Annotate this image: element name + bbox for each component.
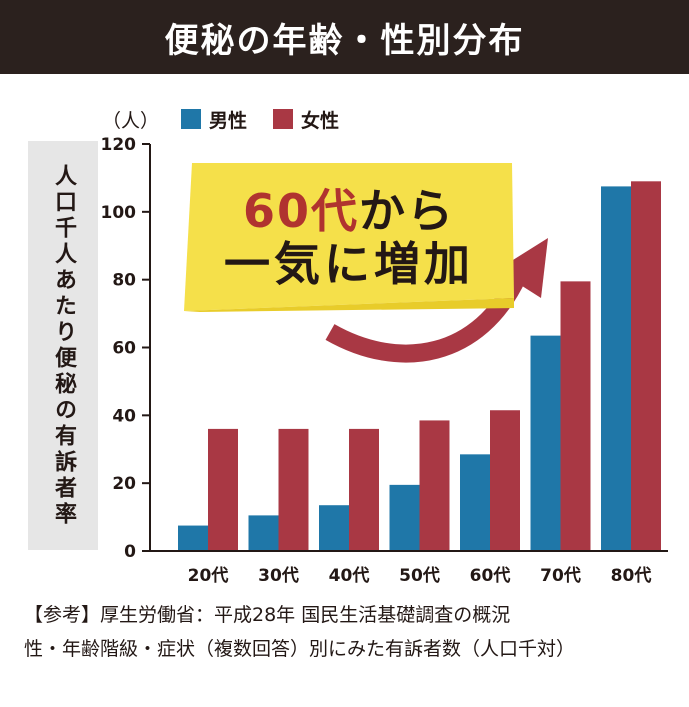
chart-title-banner: 便秘の年齢・性別分布 bbox=[0, 0, 689, 74]
legend-item-female: 女性 bbox=[273, 106, 339, 133]
bar-female-3 bbox=[419, 420, 450, 551]
callout-box-shade bbox=[184, 298, 514, 312]
x-tick-label-0: 20代 bbox=[188, 565, 229, 586]
callout-line-2: 一気に増加 bbox=[224, 237, 474, 291]
bar-female-2 bbox=[349, 428, 379, 551]
bar-male-0 bbox=[178, 525, 208, 551]
legend-label-female: 女性 bbox=[301, 109, 340, 132]
bar-female-5 bbox=[560, 281, 591, 551]
legend-item-male: 男性 bbox=[181, 106, 247, 133]
bar-male-4 bbox=[460, 454, 490, 551]
callout-line-1: 60代から bbox=[243, 185, 455, 238]
y-tick-label-6: 120 bbox=[101, 135, 137, 155]
callout-text: 60代から 一気に増加 bbox=[184, 163, 514, 313]
y-tick-label-4: 80 bbox=[112, 271, 136, 291]
source-line-2: 性・年齢階級・症状（複数回答）別にみた有訴者数（人口千対） bbox=[24, 638, 576, 660]
callout-highlight: 60代 bbox=[242, 184, 359, 239]
x-tick-label-4: 60代 bbox=[470, 565, 511, 586]
x-tick-label-5: 70代 bbox=[540, 565, 581, 586]
y-axis-label-box: 人口千人あたり便秘の有訴者率 bbox=[28, 141, 98, 550]
source-note: 【参考】厚生労働省：平成28年 国民生活基礎調査の概況 性・年齢階級・症状（複数… bbox=[24, 598, 674, 666]
x-tick-label-2: 40代 bbox=[329, 565, 370, 586]
bar-chart: 20代 30代 40代 50代 60代 70代 80代 0 20 40 60 80 100 120 bbox=[101, 135, 668, 586]
callout-line-1-rest: から bbox=[359, 184, 455, 239]
axes-group: 20代 30代 40代 50代 60代 70代 80代 0 20 40 60 80 100 120 bbox=[101, 135, 668, 586]
y-axis-label: 人口千人あたり便秘の有訴者率 bbox=[51, 163, 76, 528]
x-tick-label-6: 80代 bbox=[611, 565, 652, 586]
legend-swatch-male bbox=[181, 109, 202, 129]
x-tick-label-3: 50代 bbox=[399, 565, 440, 586]
bar-female-0 bbox=[208, 428, 238, 551]
bar-male-1 bbox=[248, 515, 279, 551]
y-tick-label-3: 60 bbox=[112, 339, 136, 359]
y-tick-label-0: 0 bbox=[124, 542, 136, 562]
legend-label-male: 男性 bbox=[209, 109, 248, 132]
legend: （人） 男性 女性 bbox=[102, 106, 365, 132]
bar-male-2 bbox=[319, 505, 349, 551]
callout-box bbox=[184, 163, 514, 311]
bar-female-6 bbox=[631, 181, 661, 551]
y-tick-label-2: 40 bbox=[112, 406, 136, 426]
bar-male-5 bbox=[530, 335, 561, 551]
legend-swatch-female bbox=[273, 109, 294, 129]
chart-title: 便秘の年齢・性別分布 bbox=[164, 20, 525, 61]
bar-female-1 bbox=[278, 428, 309, 551]
x-tick-label-1: 30代 bbox=[258, 565, 299, 586]
bar-male-3 bbox=[389, 484, 420, 551]
bars-group bbox=[178, 181, 661, 552]
bar-male-6 bbox=[601, 186, 631, 552]
bar-female-4 bbox=[490, 410, 520, 551]
callout-arrowhead bbox=[497, 238, 548, 298]
y-unit-label: （人） bbox=[102, 109, 160, 132]
source-line-1: 【参考】厚生労働省：平成28年 国民生活基礎調査の概況 bbox=[24, 604, 511, 626]
y-tick-label-5: 100 bbox=[101, 203, 137, 223]
y-tick-label-1: 20 bbox=[112, 474, 136, 494]
